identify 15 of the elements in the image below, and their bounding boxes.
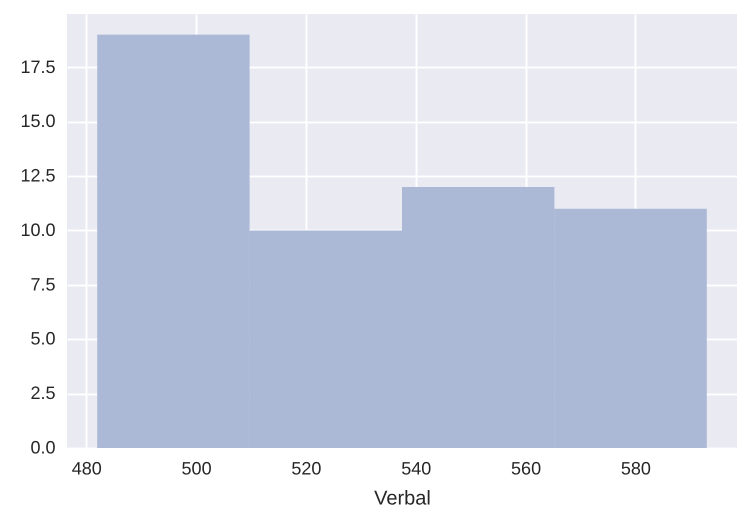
x-tick-label: 540 — [401, 458, 432, 478]
x-tick-label: 480 — [72, 458, 102, 478]
x-tick-label: 500 — [182, 458, 212, 478]
y-tick-label: 15.0 — [20, 111, 56, 132]
y-tick-label: 12.5 — [20, 166, 56, 186]
y-tick-label: 10.0 — [20, 220, 56, 240]
x-tick-label: 580 — [620, 458, 651, 478]
y-tick-label: 2.5 — [30, 383, 56, 404]
y-tick-label: 5.0 — [30, 328, 56, 349]
y-tick-label: 7.5 — [30, 274, 56, 294]
y-tick-label: 0.0 — [30, 438, 56, 458]
y-tick-label: 17.5 — [20, 56, 56, 77]
x-tick-label: 560 — [511, 458, 542, 478]
x-axis-title: Verbal — [374, 488, 431, 510]
x-tick-label: 520 — [291, 458, 322, 478]
